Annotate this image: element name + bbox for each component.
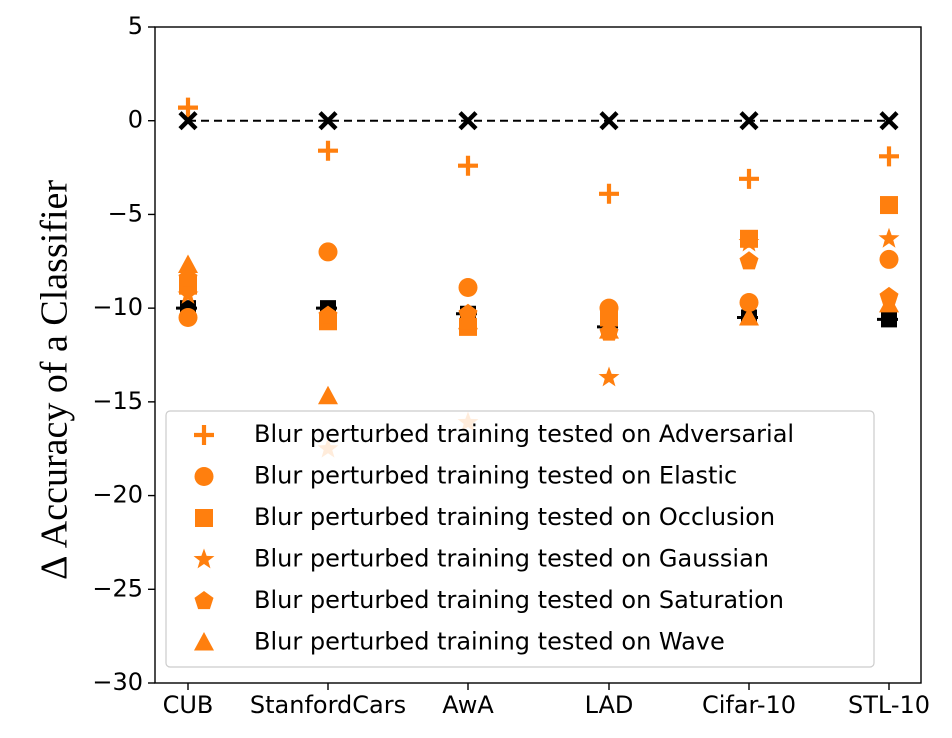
series-1-point [739,293,759,313]
y-tick-label: −20 [92,481,143,509]
y-tick-label: 0 [128,106,143,134]
baseline-point [458,111,478,131]
series-1-point [879,249,899,269]
series-2-point [600,308,618,327]
legend: Blur perturbed training tested on Advers… [165,410,875,668]
legend-marker [194,591,214,610]
legend-marker [194,467,214,486]
legend-marker [193,548,215,569]
baseline-point [318,111,338,131]
y-tick-label: −30 [92,668,143,696]
legend-entry: Blur perturbed training tested on Occlus… [254,503,775,531]
legend-marker [194,632,214,651]
series-4-point [739,251,759,270]
legend-marker [194,425,214,445]
series-5-point [458,310,478,330]
x-tick-label: STL-10 [848,691,930,719]
series-2-point [880,196,898,215]
y-tick-label: −25 [92,574,143,602]
legend-entry: Blur perturbed training tested on Advers… [254,420,794,448]
legend-box [165,410,875,668]
legend-entry: Blur perturbed training tested on Wave [254,628,725,656]
series-5-point [739,307,759,326]
series-0-point [178,97,198,118]
series-1-point [318,242,338,262]
baseline-point [739,111,759,131]
series-1-point [458,278,478,298]
y-tick-label: −15 [92,387,143,415]
series-0-point [879,146,900,167]
series-5-point [599,320,619,339]
x-tick-label: Cifar-10 [702,691,796,719]
legend-entry: Blur perturbed training tested on Elasti… [254,462,737,490]
series-5-point [879,293,899,313]
plot-area: 5 0 −5 −10 −15 −20 −25 −30 CUB StanfordCars AwA LAD… [92,12,930,719]
y-tick-label: −10 [92,293,143,321]
series-0-point [318,140,338,161]
series-0-point [458,155,478,176]
series-4-point [318,305,338,324]
legend-entry: Blur perturbed training tested on Gaussi… [254,545,769,573]
axes-frame [154,26,922,684]
series-3-point [738,231,760,252]
series-3-point [598,366,620,387]
series-3-point [177,284,199,304]
y-tick-label: 5 [128,12,143,40]
series-0-point [739,168,760,189]
series-3-point [878,227,900,248]
x-tick-label: LAD [585,691,634,719]
baseline-point [178,111,198,131]
legend-marker [195,509,213,527]
x-tick-label: CUB [163,691,214,719]
y-tick-label: −5 [108,199,143,227]
series-5-point [178,254,198,274]
y-axis-label: Δ Accuracy of a Classifier [34,180,76,580]
baseline-point [599,111,619,131]
series-0-point [599,183,620,204]
baseline-point [879,111,899,131]
x-tick-label: AwA [442,691,494,719]
x-tick-label: StanfordCars [250,691,406,719]
series-5-point [318,385,338,405]
legend-entry: Blur perturbed training tested on Satura… [254,586,784,614]
series-1-point [178,308,198,328]
